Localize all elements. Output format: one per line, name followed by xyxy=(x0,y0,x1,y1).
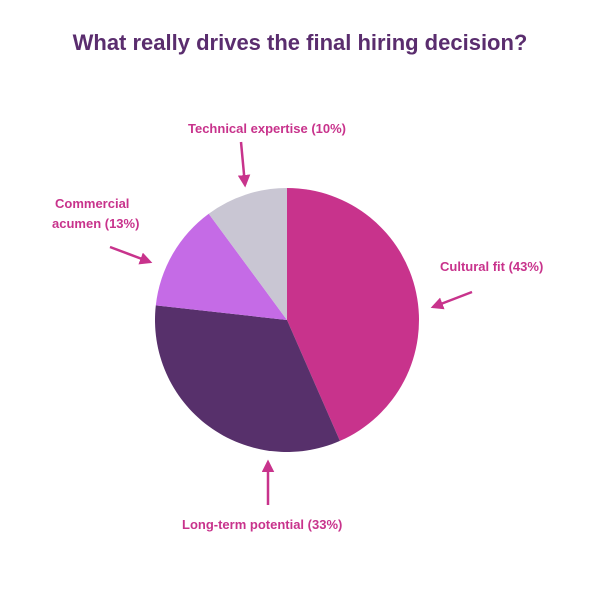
pie-slice-commercial-acumen xyxy=(155,213,287,320)
arrow-technical-expertise xyxy=(237,141,251,188)
callout-arrows xyxy=(109,141,473,505)
pie-slice-cultural-fit xyxy=(287,188,420,441)
label-cultural-fit: Cultural fit (43%) xyxy=(440,259,543,274)
pie-slice-long-term-potential xyxy=(155,305,340,452)
slice-labels: Technical expertise (10%) Commercial acu… xyxy=(52,121,543,532)
label-commercial-acumen-line2: acumen (13%) xyxy=(52,216,139,231)
label-commercial-acumen-line1: Commercial xyxy=(55,196,129,211)
arrow-cultural-fit xyxy=(430,290,473,310)
label-technical-expertise: Technical expertise (10%) xyxy=(188,121,346,136)
pie-slice-technical-expertise xyxy=(208,188,287,320)
chart-title: What really drives the final hiring deci… xyxy=(72,30,528,55)
arrow-commercial-acumen xyxy=(109,245,153,265)
label-commercial-acumen: Commercial acumen (13%) xyxy=(52,196,139,231)
label-long-term-potential: Long-term potential (33%) xyxy=(182,517,342,532)
pie-slices xyxy=(155,188,420,452)
